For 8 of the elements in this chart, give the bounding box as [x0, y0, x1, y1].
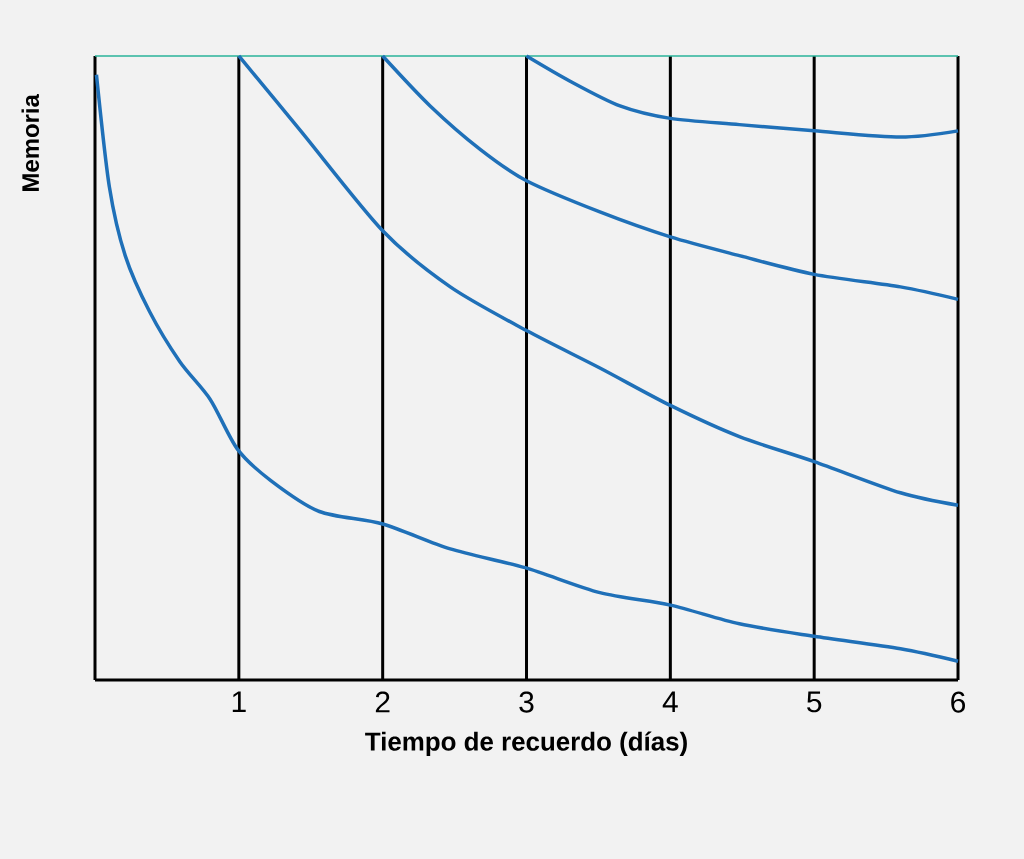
x-tick-label: 1 [232, 691, 246, 713]
x-tick-label: 4 [662, 691, 678, 713]
x-tick-label: 5 [807, 691, 822, 713]
x-tick-label: 3 [519, 691, 534, 713]
y-axis-title: Memoria [21, 94, 40, 191]
x-tick-label: 2 [375, 691, 390, 713]
x-axis-title: Tiempo de recuerdo (días) [365, 731, 687, 756]
x-tick-label: 6 [951, 691, 966, 713]
